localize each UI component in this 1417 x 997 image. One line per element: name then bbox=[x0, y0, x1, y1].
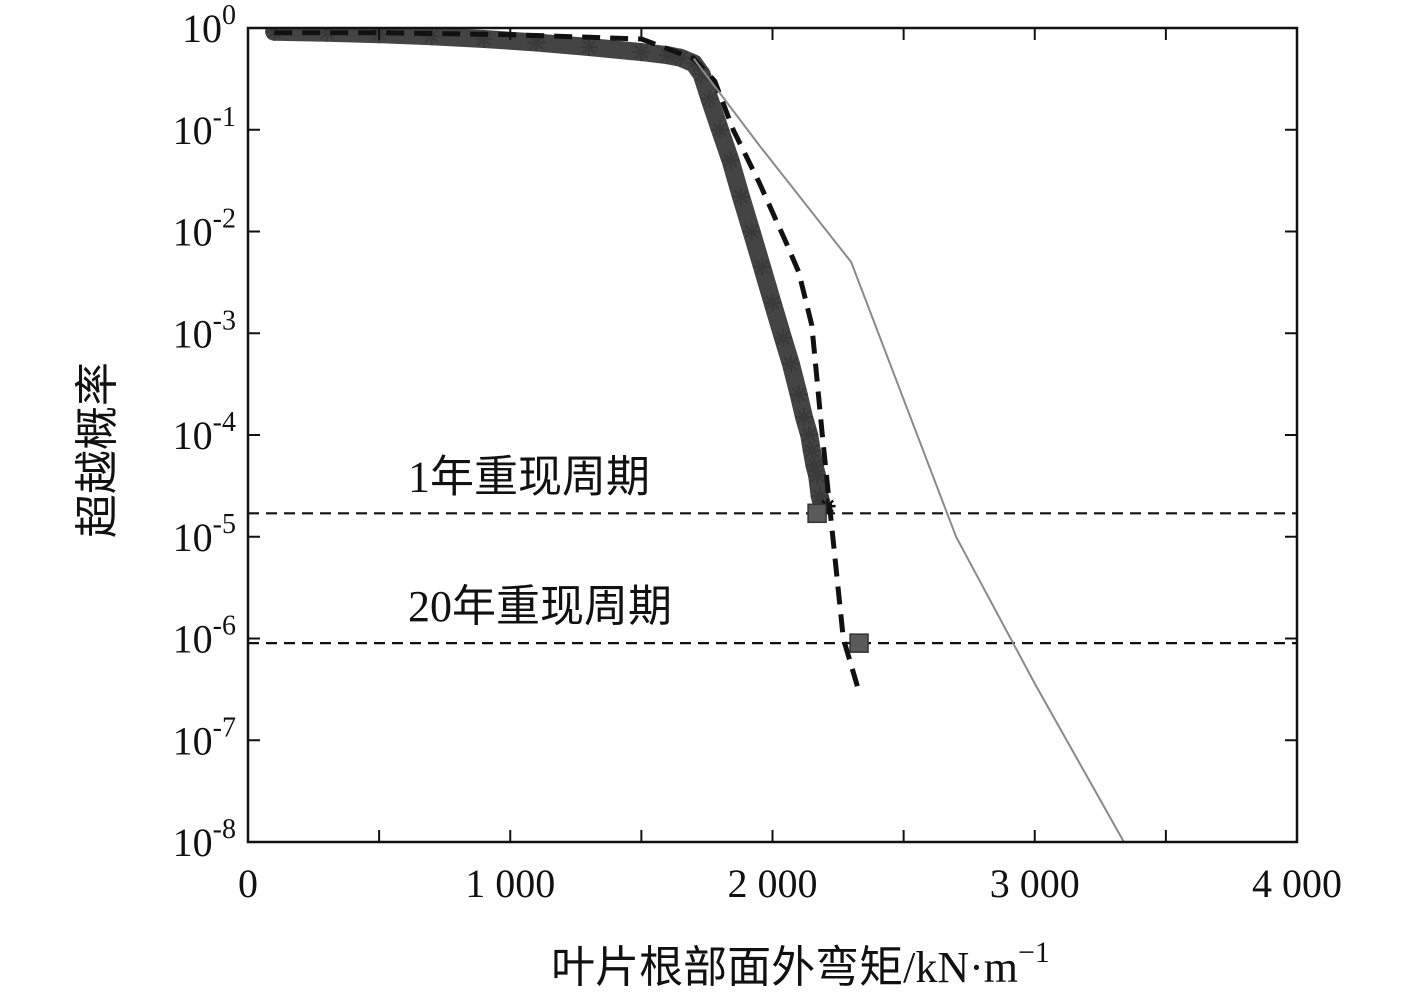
y-tick-exponent: -5 bbox=[213, 509, 236, 540]
x-tick-label: 4 000 bbox=[1252, 861, 1342, 906]
x-tick-label: 0 bbox=[238, 861, 258, 906]
y-tick-base: 10 bbox=[173, 210, 213, 255]
y-axis-title: 超越概率 bbox=[73, 362, 122, 538]
x-tick-label: 1 000 bbox=[465, 861, 555, 906]
return-level-marker bbox=[849, 633, 869, 653]
x-tick-label: 3 000 bbox=[990, 861, 1080, 906]
y-tick-exponent: 0 bbox=[222, 0, 236, 31]
y-tick-label: 10-7 bbox=[173, 712, 236, 763]
axis-titles: 叶片根部面外弯矩/kN·m−1 超越概率 bbox=[73, 362, 1050, 992]
y-tick-base: 10 bbox=[173, 617, 213, 662]
return-level-marker bbox=[807, 503, 827, 524]
y-tick-label: 10-1 bbox=[173, 102, 236, 153]
y-tick-exponent: -3 bbox=[213, 305, 236, 336]
y-tick-exponent: -2 bbox=[213, 204, 236, 235]
y-tick-exponent: -4 bbox=[213, 407, 236, 438]
y-tick-label: 10-2 bbox=[173, 204, 236, 255]
y-tick-exponent: -7 bbox=[213, 712, 236, 743]
x-tick-label: 2 000 bbox=[728, 861, 818, 906]
y-tick-exponent: -6 bbox=[213, 611, 236, 642]
y-tick-base: 10 bbox=[173, 311, 213, 356]
y-tick-exponent: -1 bbox=[213, 102, 236, 133]
series-layer bbox=[248, 28, 1297, 842]
x-axis-title-sup: −1 bbox=[1018, 936, 1050, 969]
clipped-series bbox=[248, 28, 1297, 842]
y-tick-label: 10-5 bbox=[173, 509, 236, 560]
y-tick-base: 10 bbox=[173, 413, 213, 458]
y-tick-base: 10 bbox=[173, 108, 213, 153]
extra-star-marker bbox=[819, 498, 836, 515]
y-tick-label: 10-3 bbox=[173, 305, 236, 356]
y-tick-exponent: -8 bbox=[213, 814, 236, 845]
y-tick-label: 10-4 bbox=[173, 407, 236, 458]
scatter-density-band bbox=[265, 28, 832, 516]
return-level-label: 20年重现周期 bbox=[408, 582, 672, 631]
return-level-label: 1年重现周期 bbox=[408, 452, 650, 501]
y-tick-label: 10-6 bbox=[173, 611, 236, 662]
extrapolation-line bbox=[693, 57, 1125, 842]
fitted-dashed-curve bbox=[274, 30, 862, 693]
y-tick-label: 10-8 bbox=[173, 814, 236, 865]
x-axis-title: 叶片根部面外弯矩/kN·m−1 bbox=[551, 936, 1050, 992]
x-axis-title-text: 叶片根部面外弯矩/kN·m bbox=[551, 943, 1018, 992]
y-tick-base: 10 bbox=[173, 820, 213, 865]
y-tick-base: 10 bbox=[173, 718, 213, 763]
axes-layer bbox=[246, 26, 1299, 844]
annotations: 1年重现周期 20年重现周期 bbox=[408, 452, 672, 631]
y-tick-base: 10 bbox=[182, 6, 222, 51]
y-tick-base: 10 bbox=[173, 515, 213, 560]
y-tick-label: 100 bbox=[182, 0, 236, 51]
